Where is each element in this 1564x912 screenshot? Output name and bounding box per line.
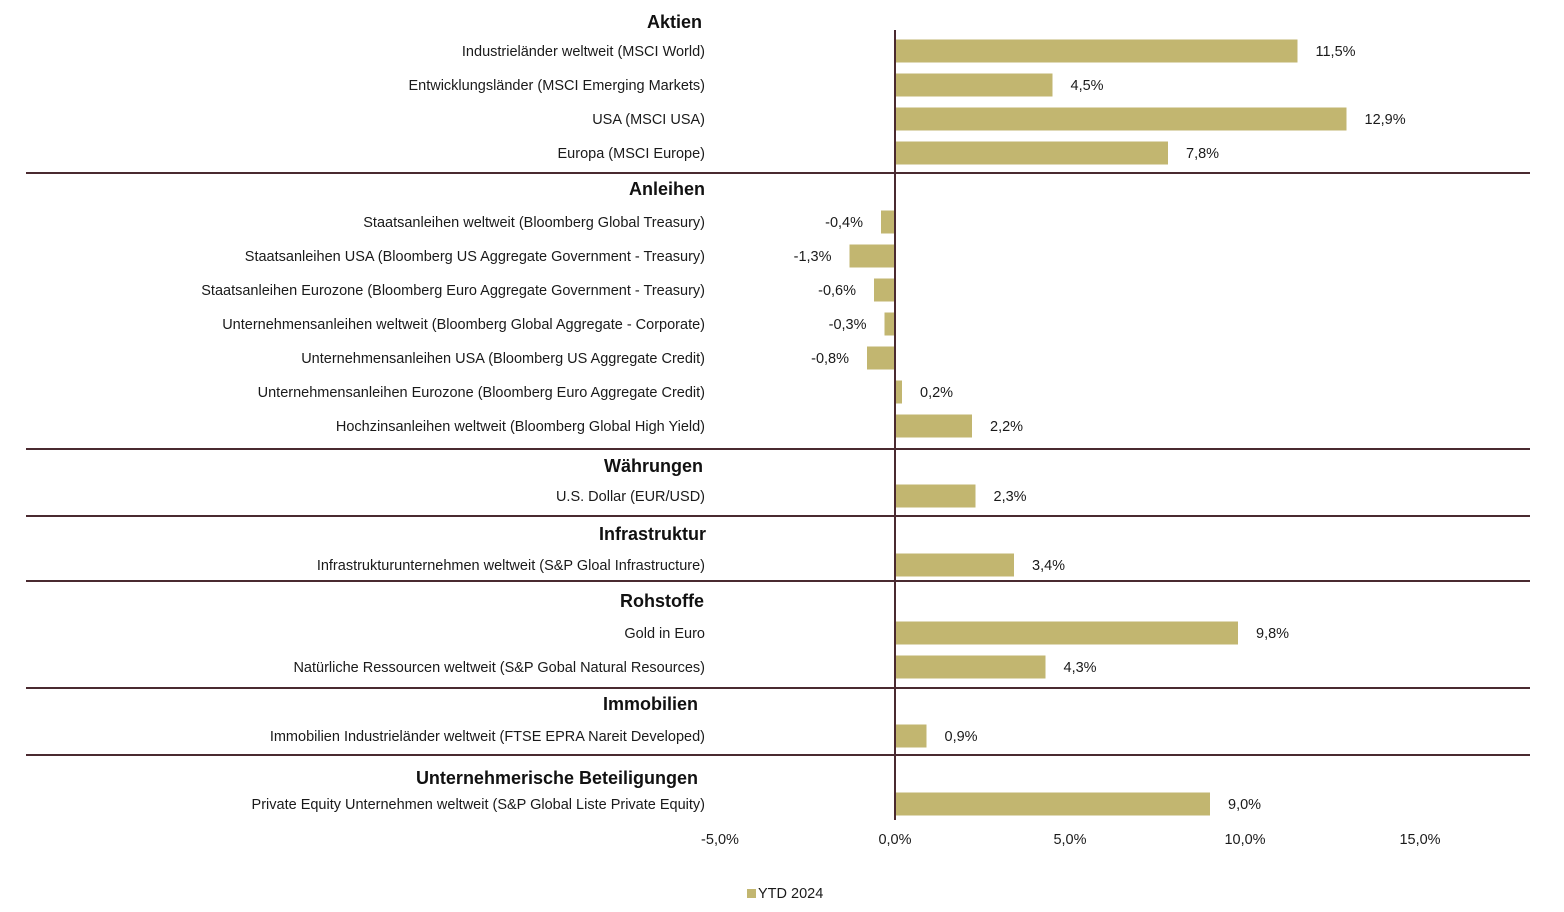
row-label: Unternehmensanleihen weltweit (Bloomberg…: [222, 317, 705, 333]
value-label: 11,5%: [1316, 44, 1356, 60]
row-label: Staatsanleihen USA (Bloomberg US Aggrega…: [245, 249, 705, 265]
bar-rohstoffe-1: [895, 655, 1046, 679]
group-title-immobilien: Immobilien: [603, 694, 698, 714]
row-label: U.S. Dollar (EUR/USD): [556, 489, 705, 505]
row-label: Staatsanleihen Eurozone (Bloomberg Euro …: [201, 283, 705, 299]
value-label: 9,8%: [1256, 626, 1289, 642]
value-label: 7,8%: [1186, 146, 1219, 162]
x-tick-label: 10,0%: [1224, 832, 1265, 848]
value-label: 9,0%: [1228, 797, 1261, 813]
row-label: Unternehmensanleihen USA (Bloomberg US A…: [301, 351, 705, 367]
row-label: Hochzinsanleihen weltweit (Bloomberg Glo…: [336, 419, 705, 435]
bar-rohstoffe-0: [895, 621, 1238, 645]
row-label: Gold in Euro: [624, 626, 705, 642]
row-label: Europa (MSCI Europe): [558, 146, 705, 162]
group-title-waehrungen: Währungen: [604, 456, 703, 476]
value-label: 12,9%: [1365, 112, 1406, 128]
bar-unternehmerische-beteiligungen-0: [895, 792, 1210, 816]
value-label: 4,3%: [1064, 660, 1097, 676]
value-label: -0,8%: [811, 351, 849, 367]
x-tick-label: -5,0%: [701, 832, 739, 848]
row-label: Entwicklungsländer (MSCI Emerging Market…: [408, 78, 705, 94]
row-label: Infrastrukturunternehmen weltweit (S&P G…: [317, 558, 705, 574]
x-tick-label: 5,0%: [1053, 832, 1086, 848]
bar-aktien-3: [895, 141, 1168, 165]
bar-waehrungen-0: [895, 484, 976, 508]
legend-swatch-ytd-2024: [747, 889, 756, 898]
bar-aktien-0: [895, 39, 1298, 63]
bar-anleihen-4: [867, 346, 895, 370]
value-label: -0,6%: [818, 283, 856, 299]
value-label: -0,3%: [829, 317, 867, 333]
bar-anleihen-3: [884, 312, 895, 336]
value-label: 0,9%: [945, 729, 978, 745]
value-labels: 11,5% 4,5% 12,9% 7,8% -0,4% -1,3% -0,6% -0,3% -0…: [794, 44, 1406, 813]
x-tick-label: 15,0%: [1399, 832, 1440, 848]
row-label: Industrieländer weltweit (MSCI World): [462, 44, 705, 60]
value-label: 3,4%: [1032, 558, 1065, 574]
row-label: Natürliche Ressourcen weltweit (S&P Goba…: [293, 660, 705, 676]
value-label: -0,4%: [825, 215, 863, 231]
legend: YTD 2024: [747, 886, 823, 902]
legend-label-ytd-2024: YTD 2024: [758, 886, 823, 902]
group-title-infrastruktur: Infrastruktur: [599, 524, 706, 544]
row-label: Unternehmensanleihen Eurozone (Bloomberg…: [258, 385, 705, 401]
row-label: USA (MSCI USA): [592, 112, 705, 128]
bar-anleihen-5: [895, 380, 902, 404]
bar-anleihen-0: [881, 210, 895, 234]
bar-anleihen-6: [895, 414, 972, 438]
group-title-aktien: Aktien: [647, 12, 702, 32]
row-label: Immobilien Industrieländer weltweit (FTS…: [270, 729, 705, 745]
bar-aktien-1: [895, 73, 1053, 97]
row-labels: Industrieländer weltweit (MSCI World) Ent…: [201, 44, 705, 813]
group-titles: Aktien Anleihen Währungen Infrastruktur Rohs…: [416, 12, 706, 788]
value-label: 0,2%: [920, 385, 953, 401]
value-label: 4,5%: [1071, 78, 1104, 94]
x-tick-label: 0,0%: [878, 832, 911, 848]
group-separators: [26, 172, 1530, 756]
group-title-unternehmerische-beteiligungen: Unternehmerische Beteiligungen: [416, 768, 698, 788]
bar-anleihen-1: [849, 244, 895, 268]
row-label: Private Equity Unternehmen weltweit (S&P…: [252, 797, 705, 813]
value-label: -1,3%: [794, 249, 832, 265]
row-label: Staatsanleihen weltweit (Bloomberg Globa…: [363, 215, 705, 231]
bar-infrastruktur-0: [895, 553, 1014, 577]
value-label: 2,2%: [990, 419, 1023, 435]
group-title-anleihen: Anleihen: [629, 179, 705, 199]
bar-aktien-2: [895, 107, 1347, 131]
value-label: 2,3%: [994, 489, 1027, 505]
x-axis-ticks: -5,0% 0,0% 5,0% 10,0% 15,0%: [701, 832, 1441, 848]
bars: [849, 39, 1347, 816]
group-title-rohstoffe: Rohstoffe: [620, 591, 704, 611]
bar-anleihen-2: [874, 278, 895, 302]
bar-immobilien-0: [895, 724, 927, 748]
